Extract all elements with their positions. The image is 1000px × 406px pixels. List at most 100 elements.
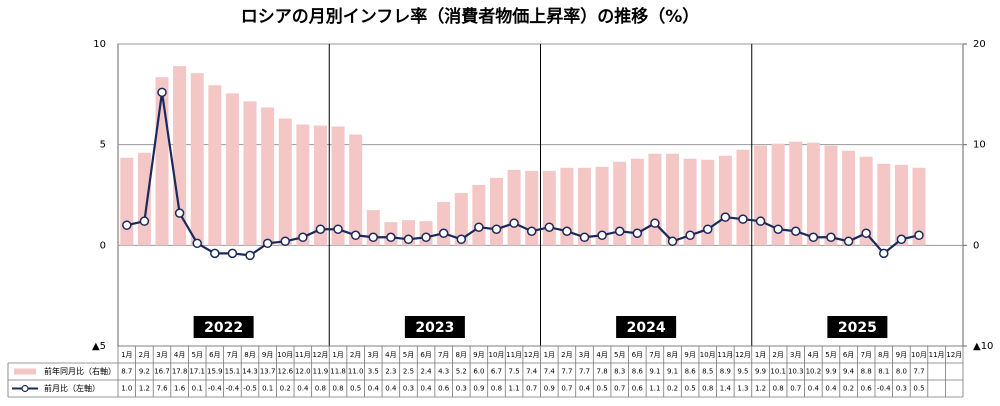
- point: [192, 238, 202, 249]
- table-value: 0.8: [773, 385, 784, 393]
- table-value: 0.1: [192, 385, 203, 393]
- table-value: 8.0: [896, 368, 907, 376]
- point: [350, 230, 361, 241]
- x-tick-label: 4月: [596, 351, 607, 359]
- x-tick-label: 12月: [524, 351, 540, 359]
- table-value: 0.6: [438, 385, 450, 393]
- table-value: -0.4: [877, 385, 891, 393]
- point: [438, 228, 449, 239]
- x-tick-label: 2月: [139, 351, 150, 359]
- x-tick-label: 11月: [929, 351, 945, 359]
- table-value: 12.6: [277, 368, 293, 376]
- table-value: 11.8: [330, 368, 346, 376]
- x-tick-label: 9月: [473, 351, 484, 359]
- table-value: 7.5: [509, 368, 520, 376]
- x-tick-label: 8月: [456, 351, 467, 359]
- table-value: 10.2: [806, 368, 822, 376]
- point: [298, 232, 308, 243]
- table-value: 0.5: [597, 385, 608, 393]
- x-tick-label: 7月: [649, 351, 660, 359]
- bar: [208, 85, 222, 246]
- table-value: -0.4: [226, 385, 240, 393]
- x-tick-label: 7月: [438, 351, 449, 359]
- x-tick-label: 12月: [946, 351, 962, 359]
- table-value: 16.7: [154, 368, 170, 376]
- bar: [771, 143, 785, 246]
- point: [685, 230, 695, 241]
- x-tick-label: 10月: [277, 351, 293, 359]
- bar: [595, 166, 609, 246]
- y2-tick-label: 20: [973, 39, 986, 50]
- point: [861, 228, 871, 239]
- x-tick-label: 11月: [717, 351, 733, 359]
- bar: [630, 158, 644, 246]
- x-tick-label: 10月: [911, 351, 927, 359]
- table-value: 4.3: [438, 368, 449, 376]
- year-box: [404, 316, 465, 338]
- table-value: 9.2: [139, 368, 150, 376]
- table-value: 0.7: [561, 385, 572, 393]
- line: [126, 92, 920, 257]
- bar: [666, 153, 680, 246]
- x-tick-label: 6月: [209, 351, 220, 359]
- table-value: 0.5: [685, 385, 696, 393]
- x-tick-label: 9月: [684, 351, 695, 359]
- point: [808, 232, 819, 243]
- x-tick-label: 3月: [368, 351, 379, 359]
- x-tick-label: 3月: [156, 351, 167, 359]
- table-value: 11.0: [348, 368, 364, 376]
- table-value: 0.6: [861, 385, 873, 393]
- bar: [437, 202, 451, 246]
- point: [738, 214, 748, 224]
- table-value: 1.3: [737, 385, 748, 393]
- x-tick-label: 1月: [544, 351, 555, 359]
- table-value: 0.3: [896, 385, 907, 393]
- table-value: 10.1: [770, 368, 786, 376]
- point: [914, 230, 924, 241]
- table-value: 7.4: [526, 368, 538, 376]
- x-tick-label: 4月: [808, 351, 819, 359]
- x-tick-label: 2月: [350, 351, 361, 359]
- point: [843, 236, 854, 247]
- x-tick-label: 12月: [312, 351, 328, 359]
- bar: [542, 170, 556, 246]
- table-value: 0.4: [385, 385, 397, 393]
- x-tick-label: 7月: [860, 351, 871, 359]
- point: [562, 226, 572, 236]
- x-tick-label: 5月: [191, 351, 202, 359]
- table-value: 7.7: [579, 368, 590, 376]
- year-label: 2024: [627, 320, 666, 336]
- x-tick-label: 9月: [896, 351, 907, 359]
- table-value: 0.7: [790, 385, 801, 393]
- table-value: 7.8: [597, 368, 608, 376]
- x-tick-label: 10月: [700, 351, 716, 359]
- point: [174, 208, 185, 218]
- table-value: 0.4: [808, 385, 820, 393]
- x-tick-label: 10月: [489, 351, 505, 359]
- bar: [120, 157, 134, 246]
- x-tick-label: 1月: [755, 351, 766, 359]
- point: [773, 224, 783, 234]
- year-box: [616, 316, 677, 338]
- chart-title: ロシアの月別インフレ率（消費者物価上昇率）の推移（%）: [241, 6, 700, 27]
- bar: [877, 163, 891, 246]
- table-value: 0.7: [526, 385, 537, 393]
- point: [544, 222, 555, 232]
- point: [614, 226, 625, 236]
- bar: [859, 156, 873, 246]
- bar: [472, 184, 486, 246]
- point: [122, 220, 132, 230]
- y2-tick-label: 0: [973, 240, 979, 251]
- bar: [278, 118, 292, 246]
- table-value: 1.0: [121, 385, 132, 393]
- bar: [349, 134, 363, 246]
- bar: [296, 124, 310, 246]
- table-value: 12.0: [295, 368, 311, 376]
- bar: [894, 164, 908, 246]
- table-value: 6.7: [491, 368, 502, 376]
- table-value: 15.1: [225, 368, 241, 376]
- table-value: 10.3: [788, 368, 804, 376]
- x-tick-label: 1月: [121, 351, 132, 359]
- table-value: 0.5: [350, 385, 361, 393]
- table-value: 0.8: [332, 385, 343, 393]
